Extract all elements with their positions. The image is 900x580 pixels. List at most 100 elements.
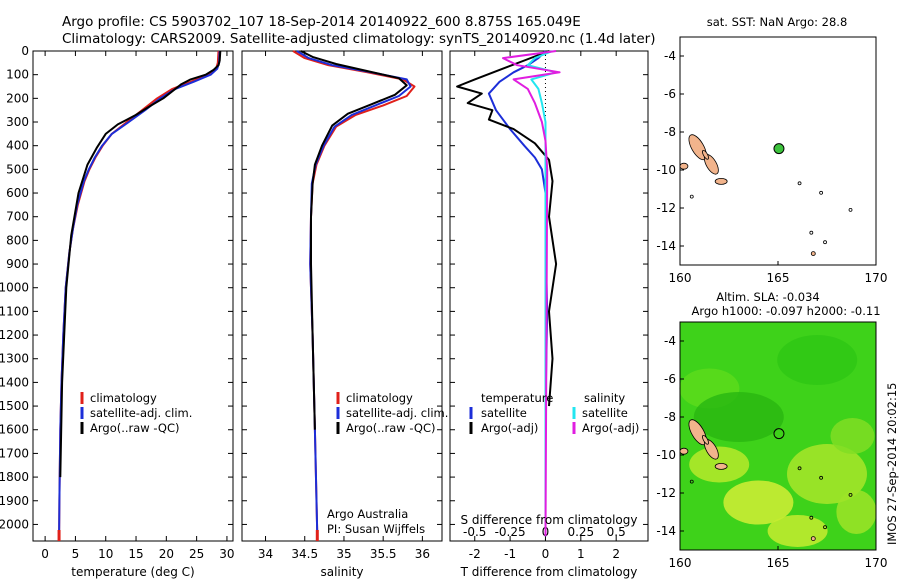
- sla-patch: [693, 392, 784, 442]
- credit-line-1: Argo Australia: [327, 507, 408, 521]
- y-tick-label: 1600: [0, 423, 29, 437]
- y-tick-label: 300: [6, 115, 29, 129]
- x-tick-label: 0: [542, 547, 550, 561]
- y-tick-label: 1100: [0, 304, 29, 318]
- islet: [848, 207, 853, 212]
- series-line: [296, 50, 412, 537]
- island: [679, 162, 689, 170]
- top-x-tick-label: 0.5: [607, 525, 626, 539]
- x-tick-label: 170: [865, 556, 888, 570]
- difference-top-xlabel: S difference from climatology: [461, 513, 638, 527]
- legend-item: Argo(-adj): [481, 421, 538, 435]
- y-tick-label: 500: [6, 162, 29, 176]
- islet: [797, 466, 802, 471]
- difference-legend: temperature salinity satellite Argo(-adj…: [469, 391, 639, 435]
- y-tick-label: 2000: [0, 517, 29, 531]
- y-tick-label: -6: [664, 372, 676, 386]
- x-tick-label: 1: [577, 547, 585, 561]
- header-line-1: Argo profile: CS 5903702_107 18-Sep-2014…: [62, 14, 581, 30]
- sla-patch: [723, 480, 794, 525]
- credit-line-2: PI: Susan Wijffels: [327, 522, 425, 536]
- legend-item: Argo(-adj): [582, 421, 639, 435]
- bottom-marker: [57, 530, 61, 541]
- legend-item: satellite: [481, 406, 527, 420]
- islet: [848, 492, 853, 497]
- x-tick-label: 15: [128, 547, 143, 561]
- sla-patch: [830, 418, 875, 454]
- y-tick-label: 800: [6, 233, 29, 247]
- top-x-tick-label: -0.25: [495, 525, 526, 539]
- y-tick-label: -4: [664, 334, 676, 348]
- islet: [823, 240, 827, 245]
- x-tick-label: 25: [189, 547, 204, 561]
- y-tick-label: -14: [656, 239, 676, 253]
- x-tick-label: 34.5: [291, 547, 318, 561]
- series-line: [502, 50, 561, 537]
- islet: [819, 475, 824, 480]
- x-tick-label: 35.5: [370, 547, 397, 561]
- island: [810, 251, 816, 257]
- legend-item: satellite: [582, 406, 628, 420]
- y-tick-label: 600: [6, 186, 29, 200]
- y-tick-label: -4: [664, 49, 676, 63]
- series-line: [59, 50, 222, 478]
- x-tick-label: 2: [612, 547, 620, 561]
- legend-item: Argo(..raw -QC): [90, 421, 180, 435]
- islet: [689, 479, 694, 484]
- y-tick-label: 200: [6, 91, 29, 105]
- x-tick-label: 160: [669, 271, 692, 285]
- sla-patch: [767, 515, 828, 547]
- y-tick-label: 1500: [0, 399, 29, 413]
- side-label: IMOS 27-Sep-2014 20:02:15: [885, 383, 899, 546]
- islet: [809, 230, 814, 235]
- x-tick-label: 160: [669, 556, 692, 570]
- islet: [797, 181, 802, 186]
- sla-map-subtitle: Argo h1000: -0.097 h2000: -0.11: [691, 304, 880, 318]
- x-tick-label: 10: [98, 547, 113, 561]
- x-tick-label: 165: [767, 271, 790, 285]
- islet: [823, 525, 827, 530]
- float-marker: [773, 428, 785, 440]
- x-tick-label: 30: [219, 547, 234, 561]
- temperature-xlabel: temperature (deg C): [71, 565, 194, 579]
- y-tick-label: 100: [6, 68, 29, 82]
- y-tick-label: 1300: [0, 352, 29, 366]
- sla-patch: [777, 335, 858, 385]
- legend-item: climatology: [90, 391, 157, 405]
- salinity-legend: climatology satellite-adj. clim. Argo(..…: [336, 391, 448, 435]
- islet: [809, 515, 814, 520]
- float-marker: [773, 143, 785, 155]
- x-tick-label: 20: [159, 547, 174, 561]
- sla-map: 160 165 170 -4 -6 -8 -10 -12 -14: [656, 321, 888, 570]
- y-tick-label: 1700: [0, 446, 29, 460]
- salinity-xlabel: salinity: [320, 565, 363, 579]
- x-tick-label: 35: [336, 547, 351, 561]
- x-tick-label: -1: [504, 547, 516, 561]
- islet: [819, 190, 824, 195]
- series-line: [526, 50, 558, 537]
- island: [679, 447, 689, 455]
- y-tick-label: -8: [664, 410, 676, 424]
- y-tick-label: 1000: [0, 281, 29, 295]
- y-tick-label: -10: [656, 163, 676, 177]
- y-tick-label: 1800: [0, 470, 29, 484]
- y-tick-label: 700: [6, 210, 29, 224]
- top-x-tick-label: -0.5: [463, 525, 486, 539]
- x-tick-label: 5: [72, 547, 80, 561]
- sst-map-title: sat. SST: NaN Argo: 28.8: [707, 15, 848, 29]
- sla-patch: [787, 444, 867, 504]
- y-tick-label: 1200: [0, 328, 29, 342]
- y-tick-label: -14: [656, 524, 676, 538]
- x-tick-label: 165: [767, 556, 790, 570]
- legend-item: satellite-adj. clim.: [90, 406, 192, 420]
- x-tick-label: -2: [469, 547, 481, 561]
- header-line-2: Climatology: CARS2009. Satellite-adjuste…: [62, 31, 655, 47]
- sst-map: 160 165 170 -4 -6 -8 -10 -12 -14: [656, 49, 887, 285]
- y-tick-label: -8: [664, 125, 676, 139]
- legend-item: Argo(..raw -QC): [346, 421, 436, 435]
- difference-panel: [449, 50, 649, 542]
- y-tick-label: -6: [664, 87, 676, 101]
- island: [810, 536, 816, 541]
- x-tick-label: 34: [258, 547, 273, 561]
